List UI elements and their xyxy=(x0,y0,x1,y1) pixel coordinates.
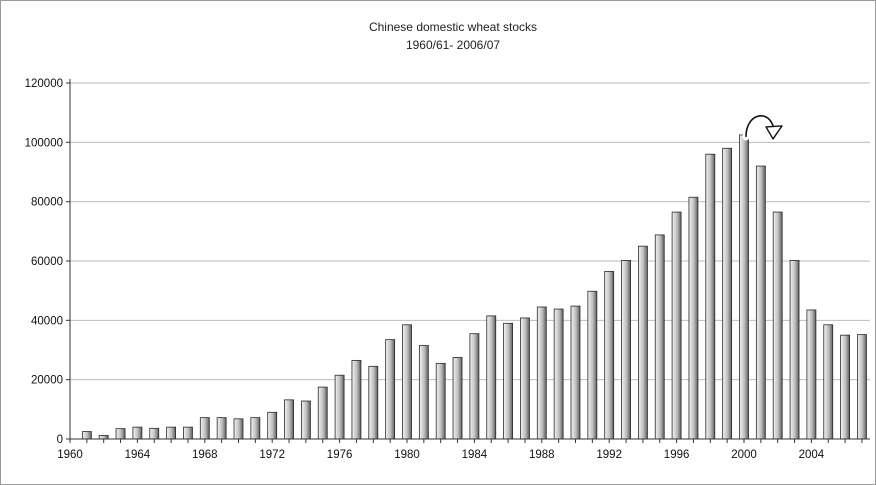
x-tick-label: 1996 xyxy=(664,449,690,461)
x-tick-label: 2000 xyxy=(731,449,757,461)
y-tick-label: 100000 xyxy=(25,137,63,149)
bar xyxy=(132,426,143,440)
bar xyxy=(789,260,800,440)
y-tick-label: 80000 xyxy=(31,197,63,209)
bar xyxy=(688,196,699,440)
bar xyxy=(402,324,412,440)
bar xyxy=(284,399,294,440)
x-tick-label: 2004 xyxy=(799,449,825,461)
bar xyxy=(503,322,514,440)
bar xyxy=(857,334,867,440)
bar xyxy=(823,324,834,440)
axes xyxy=(66,79,870,443)
chart-subtitle: 1960/61- 2006/07 xyxy=(406,38,500,52)
bar xyxy=(166,426,177,440)
bar xyxy=(317,386,328,440)
x-tick-label: 1984 xyxy=(462,449,488,461)
tick-labels: 0 20000 40000 60000 80000 100000 120000 1960 196… xyxy=(25,78,825,461)
bars xyxy=(81,134,867,440)
bar xyxy=(570,305,581,440)
bar xyxy=(300,400,311,440)
bar xyxy=(587,290,598,440)
bar xyxy=(520,317,530,440)
y-tick-label: 40000 xyxy=(31,315,63,327)
bar xyxy=(435,362,446,440)
annotation-arrow-icon xyxy=(742,112,783,141)
bar xyxy=(739,134,749,440)
bar xyxy=(671,211,682,440)
chart-title: Chinese domestic wheat stocks xyxy=(369,20,537,34)
bar xyxy=(199,417,210,440)
bar xyxy=(840,334,850,440)
bar xyxy=(267,411,278,440)
y-tick-label: 60000 xyxy=(31,256,63,268)
bar xyxy=(705,153,716,440)
bar xyxy=(638,245,648,440)
bar xyxy=(98,435,109,440)
bar xyxy=(418,345,429,440)
bar xyxy=(621,260,631,440)
bar xyxy=(536,306,547,440)
bar xyxy=(351,359,362,440)
x-tick-label: 1992 xyxy=(596,449,622,461)
bar xyxy=(183,426,193,440)
bar xyxy=(233,418,244,440)
bar xyxy=(452,357,463,440)
x-tick-label: 1988 xyxy=(529,449,555,461)
bar xyxy=(486,315,497,440)
bar xyxy=(385,339,396,440)
bar xyxy=(722,147,733,440)
x-tick-label: 1972 xyxy=(259,449,285,461)
bar xyxy=(334,374,345,440)
bar xyxy=(553,308,564,440)
y-tick-label: 20000 xyxy=(31,375,63,387)
bar xyxy=(755,165,766,440)
gridlines xyxy=(70,82,870,381)
y-tick-label: 120000 xyxy=(25,78,63,90)
bar xyxy=(115,428,126,440)
bar xyxy=(654,234,665,440)
bar xyxy=(149,427,160,440)
x-tick-label: 1976 xyxy=(327,449,353,461)
y-tick-label: 0 xyxy=(57,434,63,446)
bar xyxy=(250,417,261,440)
bar xyxy=(81,431,92,440)
bar xyxy=(368,365,379,440)
x-tick-label: 1968 xyxy=(192,449,218,461)
x-tick-label: 1960 xyxy=(57,449,83,461)
bar xyxy=(604,270,615,440)
x-tick-label: 1980 xyxy=(394,449,420,461)
x-tick-label: 1964 xyxy=(125,449,151,461)
bar xyxy=(216,417,227,440)
bar xyxy=(806,309,817,440)
bar xyxy=(469,333,480,440)
bar xyxy=(772,211,783,440)
curved-arrow-icon xyxy=(742,112,783,141)
